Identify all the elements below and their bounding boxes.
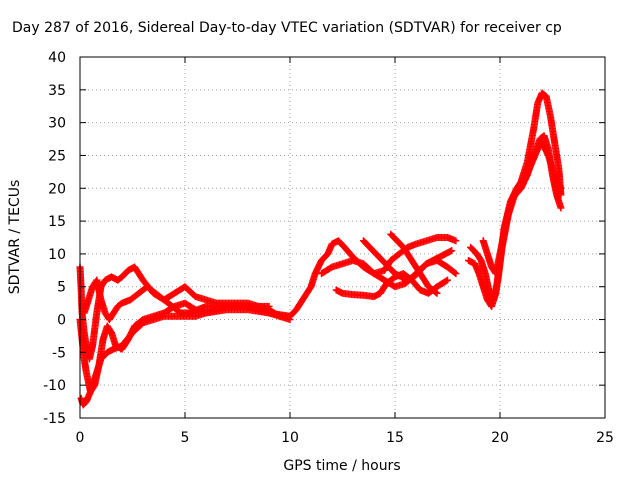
y-tick-label: 15 xyxy=(48,214,66,230)
y-axis-ticks: -15 -10 -5 0 5 10 15 20 25 30 35 40 xyxy=(43,50,605,427)
chart-title: Day 287 of 2016, Sidereal Day-to-day VTE… xyxy=(12,20,562,36)
x-tick-label: 15 xyxy=(386,430,404,446)
y-tick-label: 5 xyxy=(57,280,66,296)
data-point xyxy=(442,277,450,285)
x-axis-label: GPS time / hours xyxy=(283,458,400,474)
y-tick-label: 40 xyxy=(48,50,66,66)
plot-frame xyxy=(79,56,606,419)
y-tick-label: 20 xyxy=(48,181,66,197)
y-tick-label: 30 xyxy=(48,116,66,132)
y-tick-label: 10 xyxy=(48,247,66,263)
y-tick-label: -10 xyxy=(43,378,66,394)
x-tick-label: 10 xyxy=(281,430,299,446)
data-point xyxy=(448,247,456,255)
data-point xyxy=(451,269,459,277)
grid xyxy=(80,57,605,418)
y-tick-label: -5 xyxy=(52,345,66,361)
y-tick-label: -15 xyxy=(43,411,66,427)
data-points xyxy=(76,89,565,409)
x-tick-label: 25 xyxy=(596,430,614,446)
x-tick-label: 5 xyxy=(181,430,190,446)
data-point xyxy=(286,312,294,320)
y-tick-label: 35 xyxy=(48,83,66,99)
data-point xyxy=(452,270,460,278)
data-point xyxy=(433,289,441,297)
x-tick-label: 0 xyxy=(76,430,85,446)
x-tick-label: 20 xyxy=(491,430,509,446)
data-point xyxy=(452,237,460,245)
y-tick-label: 0 xyxy=(57,313,66,329)
data-point xyxy=(557,184,565,192)
y-axis-label: SDTVAR / TECUs xyxy=(7,180,23,295)
x-axis-ticks: 0 5 10 15 20 25 xyxy=(76,57,614,446)
data-point xyxy=(557,204,565,212)
data-point xyxy=(432,288,440,296)
data-point xyxy=(265,302,273,310)
y-tick-label: 25 xyxy=(48,148,66,164)
data-point xyxy=(444,276,451,284)
